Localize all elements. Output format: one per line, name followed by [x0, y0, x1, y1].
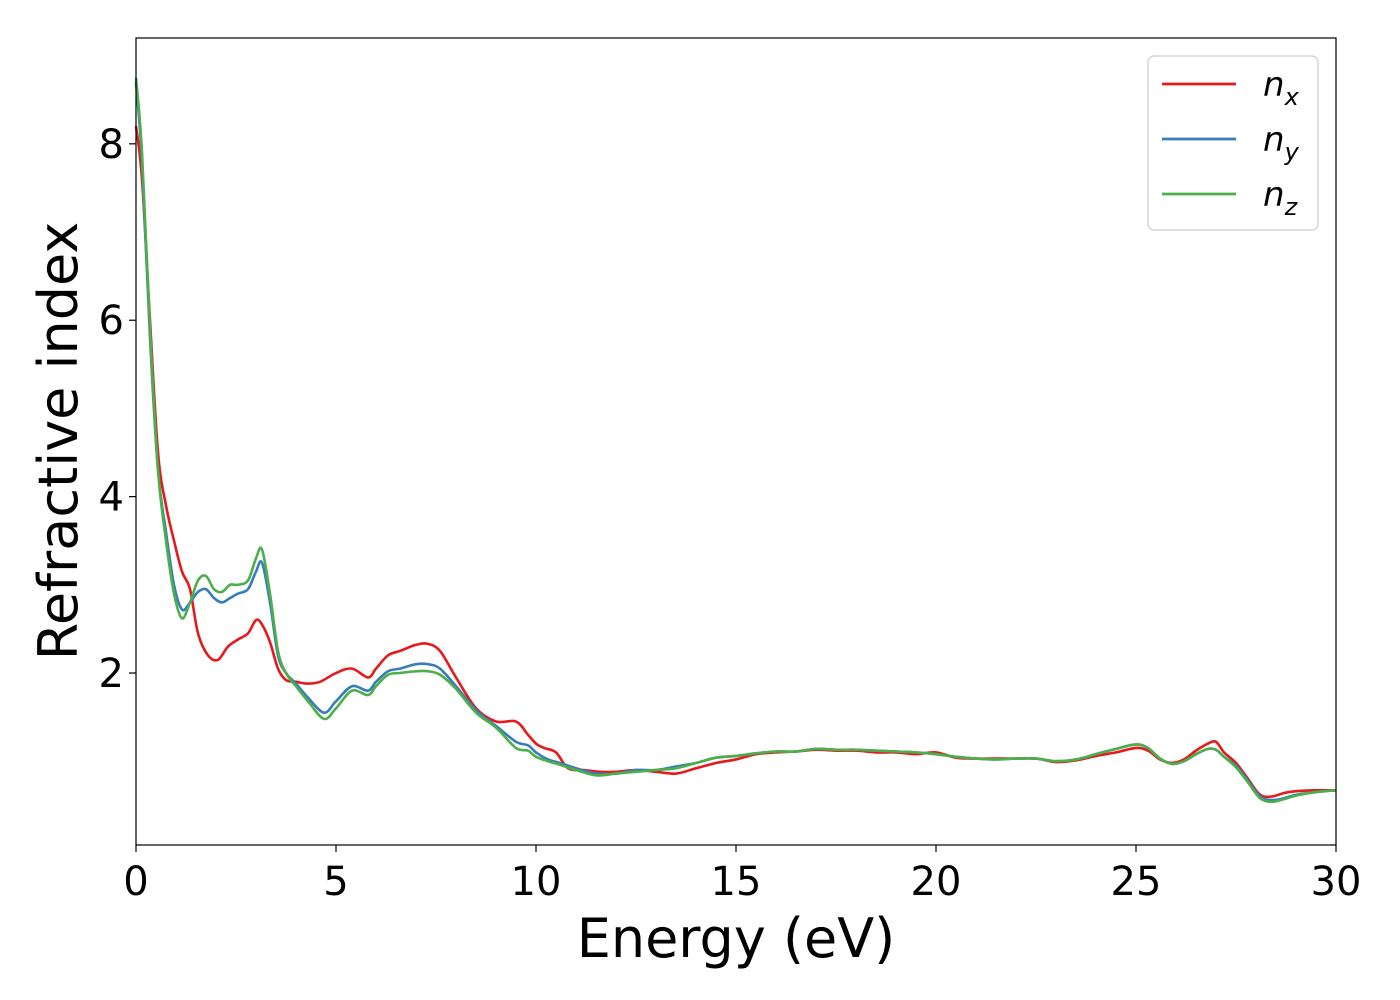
- y-axis-label: Refractive index: [27, 222, 90, 661]
- legend-label-nz: nz: [1263, 175, 1299, 221]
- series-line-nz: [134, 77, 1337, 804]
- series-layer: [134, 77, 1337, 804]
- x-tick-label: 15: [711, 859, 762, 905]
- legend-label-ny: ny: [1263, 120, 1300, 166]
- x-tick-label: 25: [1111, 859, 1162, 905]
- x-tick-label: 0: [123, 859, 148, 905]
- x-tick-label: 10: [511, 859, 562, 905]
- legend: nx ny nz: [1147, 55, 1319, 231]
- plot-area: [136, 38, 1336, 845]
- x-axis: 0 5 10 15 20 25 30: [123, 845, 1361, 905]
- y-tick-label: 2: [99, 651, 124, 697]
- legend-box: [1147, 55, 1319, 231]
- y-axis: 2 4 6 8: [99, 122, 136, 697]
- x-tick-label: 20: [911, 859, 962, 905]
- y-tick-label: 8: [99, 122, 124, 168]
- y-tick-label: 6: [99, 298, 124, 344]
- x-tick-label: 30: [1311, 859, 1362, 905]
- x-axis-label: Energy (eV): [577, 907, 896, 970]
- legend-label-nx: nx: [1263, 65, 1300, 111]
- y-tick-label: 4: [99, 475, 124, 521]
- x-tick-label: 5: [323, 859, 348, 905]
